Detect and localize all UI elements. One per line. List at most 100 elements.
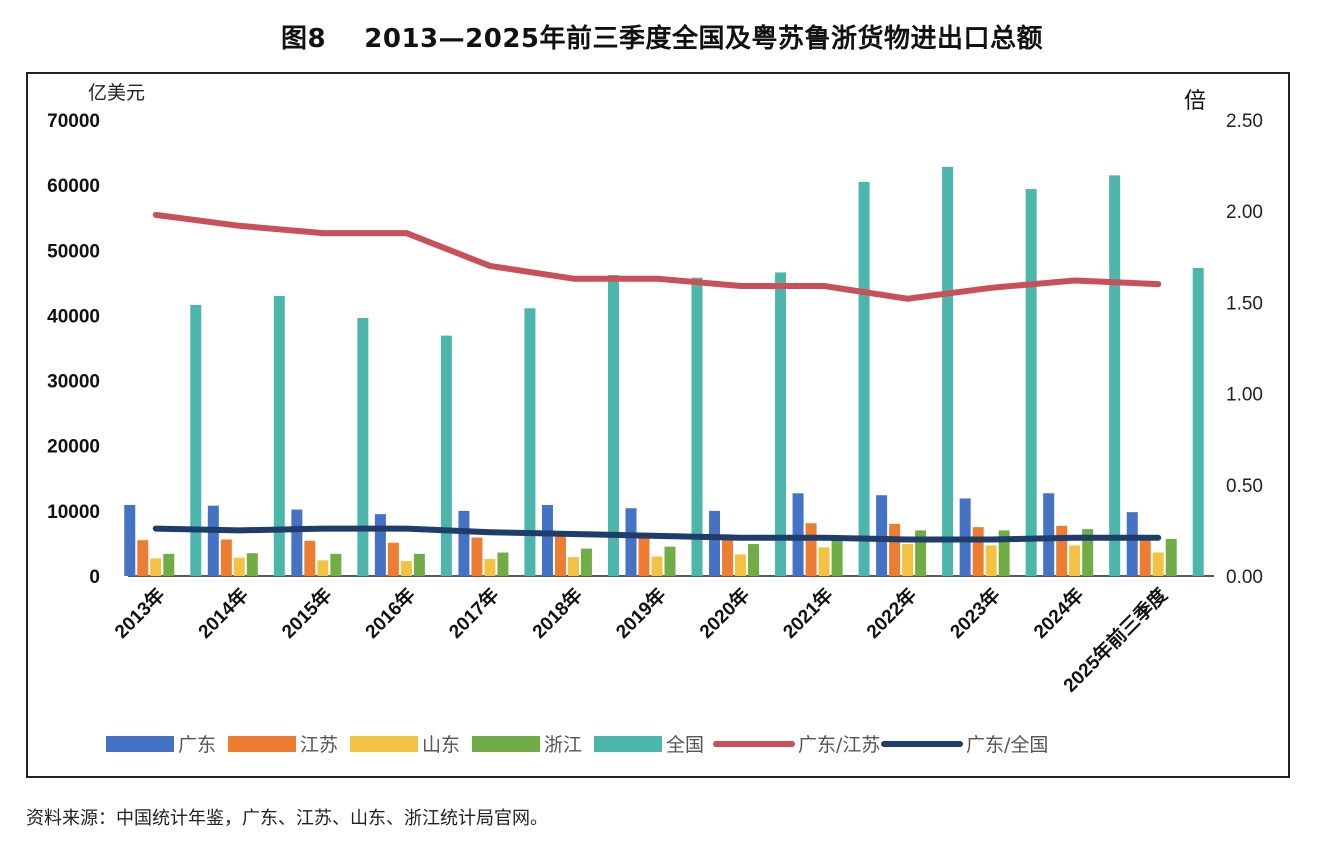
bar-山东 <box>233 557 245 576</box>
bar-浙江 <box>1082 529 1094 576</box>
bar-山东 <box>400 561 412 576</box>
point-广东/江苏 <box>739 284 742 287</box>
bar-江苏 <box>554 533 566 576</box>
right-axis-unit-label: 倍 <box>1184 89 1206 114</box>
legend-label: 广东 <box>178 734 216 756</box>
bar-浙江 <box>831 536 843 576</box>
legend-swatch-广东 <box>106 736 174 752</box>
x-axis-tick-label: 2018年 <box>527 583 587 643</box>
x-axis-tick-label: 2022年 <box>862 583 922 643</box>
bar-山东 <box>150 558 162 576</box>
bar-江苏 <box>972 527 984 576</box>
point-广东/全国 <box>572 533 575 536</box>
right-axis-tick-label: 0.00 <box>1226 567 1263 588</box>
bar-浙江 <box>497 552 509 576</box>
x-axis-tick-label: 2021年 <box>778 583 838 643</box>
left-axis-unit-label: 亿美元 <box>88 82 145 104</box>
bar-山东 <box>818 547 830 576</box>
bar-广东 <box>458 510 470 576</box>
legend-label: 广东/全国 <box>966 734 1048 756</box>
legend-label: 全国 <box>666 734 704 756</box>
bar-全国 <box>607 275 619 576</box>
left-axis-tick-label: 60000 <box>47 176 100 197</box>
x-axis-labels: 2013年 2014年 2015年 2016年 2017年 2018年 2019年 2020年… <box>110 583 1173 697</box>
legend-swatch-江苏 <box>228 736 296 752</box>
left-axis-tick-label: 0 <box>89 567 100 588</box>
line-广东/江苏 <box>152 211 1162 302</box>
x-axis-tick-label: 2016年 <box>360 583 420 643</box>
bar-山东 <box>317 560 329 576</box>
point-广东/江苏 <box>656 277 658 280</box>
bar-浙江 <box>748 544 760 576</box>
point-广东/江苏 <box>906 297 909 300</box>
bar-广东 <box>207 505 219 576</box>
point-广东/全国 <box>990 538 993 541</box>
bar-浙江 <box>998 530 1010 576</box>
bar-浙江 <box>330 553 342 576</box>
left-axis-tick-label: 70000 <box>47 111 100 132</box>
bar-全国 <box>440 335 452 576</box>
bar-全国 <box>190 305 202 576</box>
left-axis-tick-label: 50000 <box>47 241 100 262</box>
point-广东/全国 <box>656 534 658 537</box>
bar-浙江 <box>246 553 258 576</box>
x-axis-tick-label: 2020年 <box>694 583 754 643</box>
right-axis-tick-label: 2.00 <box>1226 202 1263 223</box>
x-axis-tick-label: 2019年 <box>611 583 671 643</box>
x-axis-tick-label: 2024年 <box>1029 583 1089 643</box>
bar-广东 <box>1126 512 1138 576</box>
bar-江苏 <box>889 523 901 576</box>
right-axis-tick-label: 2.50 <box>1226 111 1263 132</box>
bar-江苏 <box>1056 525 1068 576</box>
left-axis-tick-label: 30000 <box>47 372 100 393</box>
lines <box>152 211 1162 543</box>
bar-全国 <box>942 166 954 576</box>
point-广东/江苏 <box>823 284 826 287</box>
bar-山东 <box>567 557 579 576</box>
bar-全国 <box>858 181 870 576</box>
bar-江苏 <box>471 537 483 576</box>
bar-广东 <box>709 510 721 576</box>
legend-label: 山东 <box>422 734 460 756</box>
point-广东/全国 <box>906 538 909 541</box>
bar-全国 <box>1025 189 1037 576</box>
right-axis: 倍 0.00 0.50 1.00 1.50 2.00 2.50 <box>1184 89 1263 588</box>
x-axis-tick-label: 2023年 <box>945 583 1005 643</box>
bar-全国 <box>273 295 285 576</box>
left-axis-tick-label: 40000 <box>47 306 100 327</box>
legend-swatch-全国 <box>594 736 662 752</box>
bar-广东 <box>792 493 804 576</box>
point-广东/全国 <box>1157 536 1160 539</box>
bar-浙江 <box>664 546 676 576</box>
point-广东/江苏 <box>405 232 408 235</box>
point-广东/全国 <box>488 531 491 534</box>
x-axis-tick-label: 2013年 <box>110 583 170 643</box>
bar-浙江 <box>1165 538 1177 576</box>
bar-山东 <box>1069 545 1081 576</box>
bar-山东 <box>1152 552 1164 576</box>
bar-浙江 <box>915 530 927 576</box>
bar-全国 <box>775 272 787 576</box>
bar-山东 <box>735 554 747 576</box>
bar-浙江 <box>413 553 425 576</box>
x-axis-tick-label: 2017年 <box>444 583 504 643</box>
bar-浙江 <box>163 553 175 576</box>
bar-广东 <box>541 504 553 576</box>
bar-广东 <box>291 509 303 576</box>
bar-广东 <box>625 508 637 576</box>
bar-江苏 <box>304 540 316 576</box>
bar-江苏 <box>722 534 734 576</box>
bar-山东 <box>651 556 663 576</box>
legend: 广东 江苏 山东 浙江 全国 广东/江苏 广东/全国 <box>106 734 1048 756</box>
bar-广东 <box>124 504 136 576</box>
point-广东/全国 <box>321 527 324 530</box>
point-广东/全国 <box>154 527 157 530</box>
chart: 亿美元010000200003000040000500006000070000 … <box>47 82 1263 756</box>
point-广东/江苏 <box>238 224 241 227</box>
bar-广东 <box>374 514 386 576</box>
left-axis-tick-label: 10000 <box>47 502 100 523</box>
point-广东/江苏 <box>488 264 491 267</box>
right-axis-tick-label: 0.50 <box>1226 476 1263 497</box>
bar-全国 <box>357 318 369 576</box>
bar-全国 <box>524 308 536 576</box>
